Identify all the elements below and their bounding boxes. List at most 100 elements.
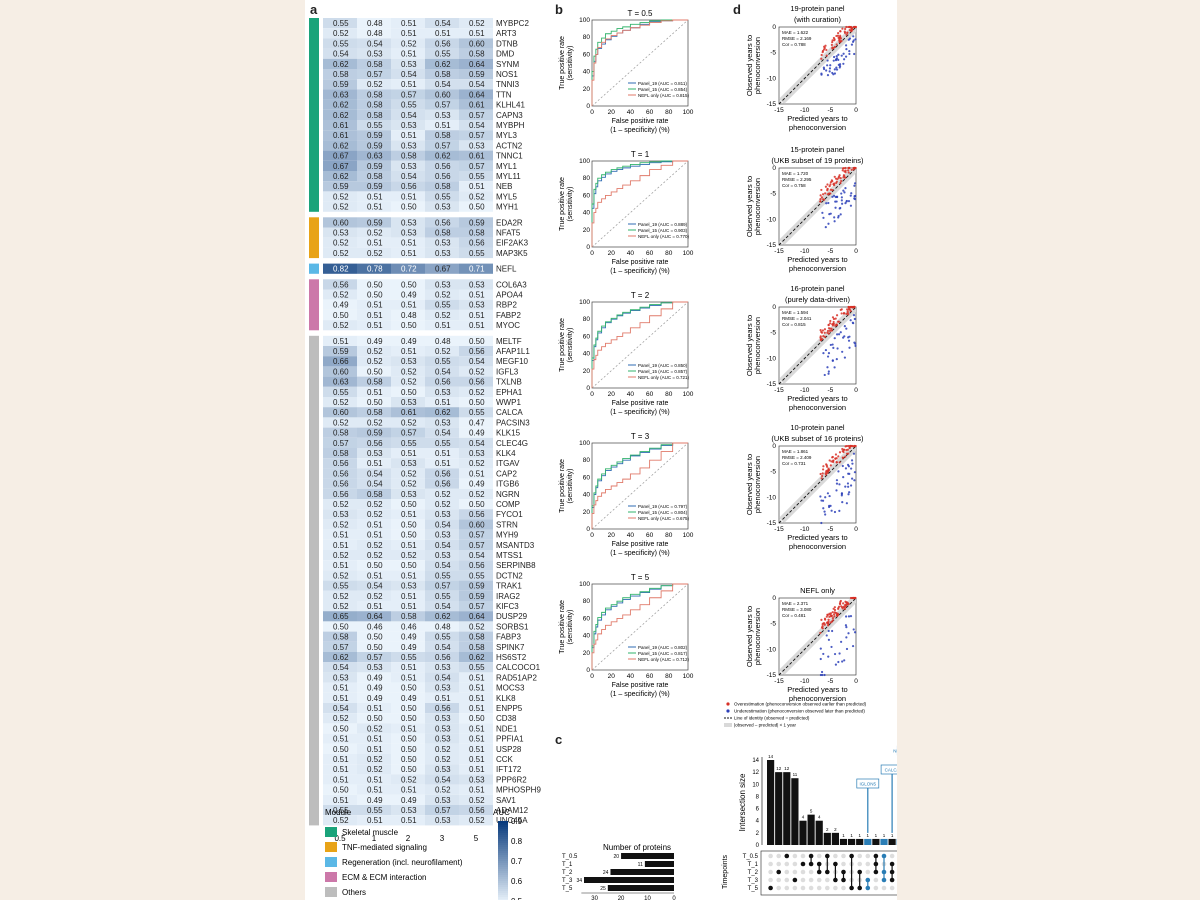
heatmap-value: 0.55 [435,592,451,601]
scatter-point [842,605,845,609]
scatter-point [831,619,835,622]
scatter-point [840,308,843,311]
heatmap-value: 0.51 [401,347,417,356]
scatter-point [821,472,824,475]
heatmap-cell [323,120,357,131]
heatmap-cell [459,499,493,510]
heatmap-value: 0.51 [367,745,383,754]
scatter-x-tick: 0 [854,387,858,394]
heatmap-cell [323,320,357,331]
heatmap-cell [391,805,425,816]
heatmap-value: 0.56 [469,378,485,387]
scatter-point [820,618,823,622]
heatmap-cell [323,130,357,141]
heatmap-value: 0.54 [435,367,451,376]
gene-label: MYOC [496,321,520,330]
scatter-point [853,52,856,56]
heatmap-value: 0.51 [435,459,451,468]
heatmap-value: 0.51 [401,816,417,825]
gene-label: CCK [496,755,514,764]
matrix-dot [792,869,798,875]
heatmap-cell [459,682,493,693]
heatmap-cell [459,397,493,408]
heatmap-cell [323,263,357,274]
heatmap-cell [425,570,459,581]
scatter-point [825,634,828,637]
heatmap-cell [323,560,357,571]
roc-y-tick: 80 [583,598,591,605]
scatter-point [835,612,838,615]
heatmap-value: 0.58 [333,429,349,438]
roc-x-tick: 60 [646,673,654,680]
heatmap-value: 0.52 [469,19,485,28]
heatmap-value: 0.53 [435,531,451,540]
scatter-point [819,200,822,203]
gene-label: USP28 [496,745,522,754]
heatmap-cell [323,662,357,673]
scatter-stat: Cor = 0.758 [782,183,806,188]
scatter-point [833,615,836,618]
roc-title: T = 1 [631,150,650,159]
heatmap-value: 0.62 [469,653,485,662]
heatmap-value: 0.57 [333,643,349,652]
colorbar-tick: 0.8 [511,837,523,846]
heatmap-cell [425,621,459,632]
colorbar-segment [498,861,508,864]
heatmap-cell [391,346,425,357]
scatter-subtitle: (with curation) [794,15,842,24]
heatmap-value: 0.51 [401,301,417,310]
scatter-point [845,327,848,330]
heatmap-value: 0.50 [469,500,485,509]
gene-label: NEB [496,182,512,191]
heatmap-value: 0.51 [367,388,383,397]
heatmap-cell [323,723,357,734]
scatter-x-tick: -10 [800,387,810,394]
matrix-dot [776,853,781,859]
scatter-point [822,468,825,471]
heatmap-cell [357,713,391,724]
scatter-x-label: Predicted years to [787,255,847,264]
heatmap-cell [391,160,425,171]
heatmap-value: 0.55 [469,172,485,181]
column-label: 3 [440,834,445,843]
heatmap-value: 0.52 [333,239,349,248]
bar-value-label: 4 [818,815,821,820]
scatter-point [842,448,846,451]
gene-label: CALCOCO1 [496,663,541,672]
gene-label: SAV1 [496,796,516,805]
scatter-point [828,504,831,507]
scatter-point [831,456,834,459]
roc-x-tick: 100 [683,532,694,539]
scatter-point [849,319,852,322]
heatmap-value: 0.62 [435,60,451,69]
heatmap-value: 0.59 [469,592,485,601]
heatmap-value: 0.51 [401,724,417,733]
heatmap-cell [323,458,357,469]
roc-y-tick: 40 [583,351,591,358]
heatmap-value: 0.51 [435,29,451,38]
heatmap-value: 0.58 [469,50,485,59]
heatmap-cell [425,201,459,212]
scatter-point [833,366,836,369]
roc-y-label-2: (sensitivity) [567,186,574,221]
heatmap-cell [391,601,425,612]
scatter-point [819,328,822,332]
heatmap-value: 0.50 [401,531,417,540]
heatmap-value: 0.52 [435,347,451,356]
heatmap-value: 0.52 [367,418,383,427]
roc-title: T = 5 [631,573,650,582]
heatmap-cell [391,580,425,591]
scatter-point [843,58,846,61]
heatmap-value: 0.51 [367,704,383,713]
heatmap-value: 0.52 [367,357,383,366]
heatmap-cell [323,519,357,530]
gene-label: ITGB6 [496,480,520,489]
heatmap-value: 0.51 [435,321,451,330]
roc-y-tick: 40 [583,210,591,217]
heatmap-value: 0.53 [435,663,451,672]
roc-y-tick: 20 [583,650,591,657]
heatmap-cell [357,570,391,581]
heatmap-cell [323,346,357,357]
heatmap-cell [425,140,459,151]
heatmap-value: 0.53 [401,806,417,815]
